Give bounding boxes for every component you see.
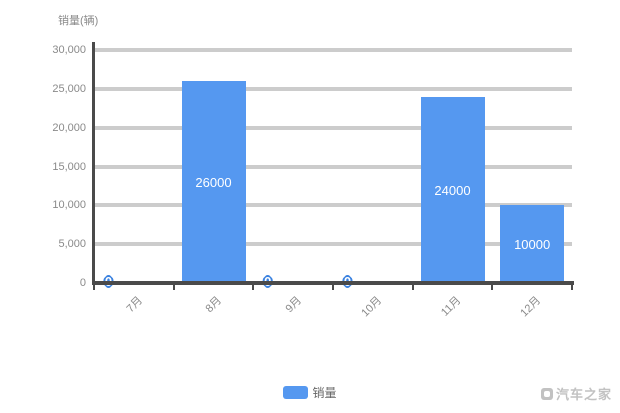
x-category-label: 10月 [358,294,384,320]
y-tick-label: 25,000 [52,82,86,95]
x-axis-line [92,281,574,285]
x-axis-tick [491,285,494,290]
gridline [94,242,572,247]
gridline [94,203,572,208]
y-tick-label: 10,000 [52,199,86,212]
bar-value-label: 26000 [195,175,232,191]
bar[interactable] [500,205,565,283]
bar[interactable] [181,81,246,283]
x-axis-tick [571,285,573,290]
x-category-label: 12月 [518,294,544,320]
x-category-label: 9月 [283,294,305,316]
legend[interactable]: 销量 [0,384,620,401]
y-axis-line [92,42,95,285]
x-axis-tick [252,285,255,290]
gridline [94,125,572,130]
y-tick-label: 30,000 [52,44,86,56]
y-tick-label: 5,000 [58,238,86,251]
x-category-label: 11月 [439,294,464,319]
watermark-text: 汽车之家 [555,387,612,402]
y-tick-label: 0 [79,277,86,289]
gridline [94,86,572,91]
x-category-label: 7月 [124,294,145,316]
bar[interactable] [420,96,485,283]
autohome-logo-icon [540,387,553,400]
x-category-label: 8月 [203,294,225,316]
bar-value-label: 10000 [514,237,551,253]
x-axis-tick [93,285,95,290]
y-tick-label: 20,000 [52,121,86,134]
gridline [94,48,572,52]
x-axis-tick [172,285,175,290]
legend-label[interactable]: 销量 [312,386,337,400]
legend-swatch[interactable] [283,386,309,399]
x-axis-tick [411,285,414,290]
watermark: 汽车之家 [540,384,612,403]
y-tick-label: 15,000 [52,160,86,173]
x-axis-tick [332,285,334,290]
gridline [94,164,572,169]
bar-value-label: 24000 [434,182,471,198]
y-axis-title: 销量(辆) [58,15,99,27]
